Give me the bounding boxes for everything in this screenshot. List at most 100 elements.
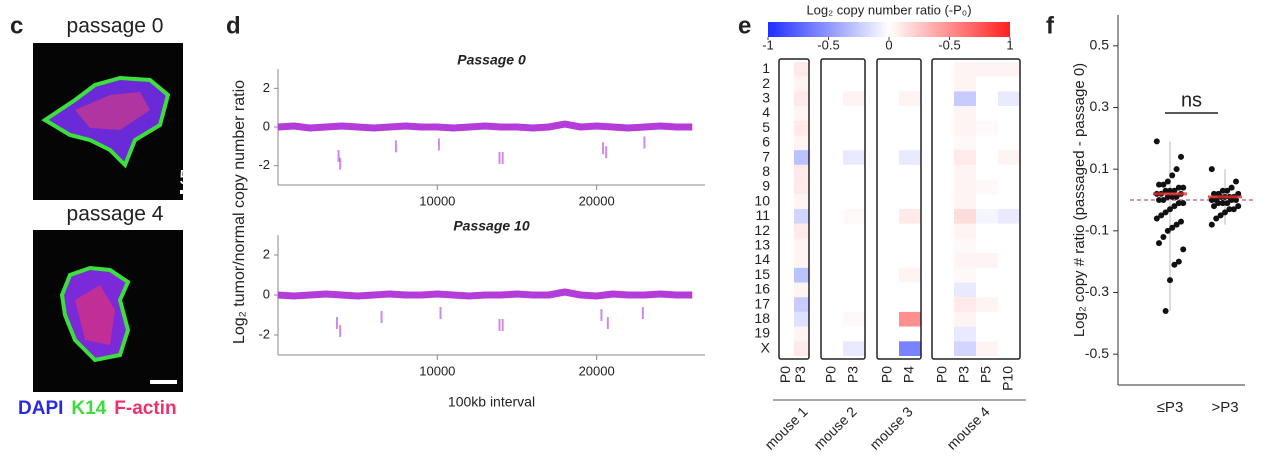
group-label: mouse 1: [761, 403, 810, 452]
group-label: mouse 4: [943, 403, 992, 452]
heatmap-cell: [843, 253, 865, 268]
heatmap-cell: [932, 341, 954, 356]
point: [1162, 308, 1169, 314]
heatmap-cell: [794, 282, 809, 298]
colorbar-tick-label: -0.5: [817, 37, 839, 52]
heatmap-cell: [954, 106, 976, 121]
point: [1230, 206, 1237, 213]
point: [1228, 184, 1235, 191]
row-label: 1: [762, 60, 770, 76]
heatmap-cell: [932, 106, 954, 121]
heatmap-cell: [954, 282, 976, 298]
outlier: [498, 319, 501, 331]
heatmap-cell: [954, 179, 976, 195]
heatmap-cell: [821, 311, 843, 327]
heatmap-cell: [998, 135, 1020, 151]
heatmap-cell: [899, 150, 921, 165]
heatmap-cell: [843, 311, 865, 327]
heatmap-cell: [976, 164, 998, 180]
row-label: 18: [754, 310, 770, 326]
heatmap-cell: [899, 297, 921, 312]
point: [1169, 224, 1176, 231]
heatmap-cell: [877, 209, 899, 224]
heatmap-cell: [976, 150, 998, 165]
heatmap-cell: [779, 76, 794, 92]
point: [1175, 200, 1182, 207]
heatmap-cell: [954, 150, 976, 165]
heatmap-cell: [843, 238, 865, 254]
heatmap-cell: [779, 120, 794, 136]
heatmap-cell: [794, 106, 809, 121]
heatmap-cell: [899, 311, 921, 327]
heatmap-cell: [779, 238, 794, 254]
heatmap-cell: [976, 135, 998, 151]
point: [1164, 227, 1171, 234]
outlier: [339, 325, 342, 337]
point: [1215, 200, 1222, 207]
heatmap-cell: [821, 150, 843, 165]
row-label: 4: [762, 104, 770, 120]
row-label: 17: [754, 295, 770, 311]
heatmap-cell: [794, 238, 809, 254]
heatmap-cell: [843, 297, 865, 312]
panel-label: f: [1046, 12, 1055, 39]
heatmap-cell: [976, 267, 998, 283]
heatmap-cell: [932, 311, 954, 327]
point: [1224, 187, 1231, 194]
y-tick-label: -0.5: [1085, 345, 1109, 361]
heatmap-cell: [932, 267, 954, 283]
heatmap-cell: [932, 120, 954, 136]
heatmap-cell: [779, 326, 794, 342]
heatmap-cell: [998, 62, 1020, 77]
heatmap-cell: [932, 326, 954, 342]
heatmap-cell: [877, 223, 899, 239]
heatmap-cell: [998, 91, 1020, 107]
heatmap-cell: [932, 62, 954, 77]
plot-title: Passage 0: [457, 52, 526, 68]
heatmap-cell: [954, 91, 976, 107]
point: [1213, 215, 1220, 222]
heatmap-cell: [932, 179, 954, 195]
x-tick-label: >P3: [1211, 399, 1238, 416]
point: [1169, 193, 1176, 200]
row-label: 5: [762, 119, 770, 135]
heatmap-cell: [954, 76, 976, 92]
row-label: 7: [762, 148, 770, 164]
point: [1167, 187, 1173, 194]
heatmap-cell: [976, 253, 998, 268]
point: [1180, 184, 1187, 191]
heatmap-cell: [843, 209, 865, 224]
row-label: 13: [754, 236, 770, 252]
heatmap-cell: [899, 120, 921, 136]
image-title: passage 0: [67, 15, 164, 38]
point: [1180, 246, 1187, 253]
heatmap-cell: [843, 341, 865, 356]
colorbar-tick-label: -0.5: [938, 37, 960, 52]
outlier: [600, 309, 603, 321]
colorbar-title: Log₂ copy number ratio (-P₀): [806, 2, 971, 17]
heatmap-cell: [843, 135, 865, 151]
heatmap-cell: [877, 341, 899, 356]
heatmap-cell: [998, 194, 1020, 209]
heatmap-cell: [843, 179, 865, 195]
point: [1211, 203, 1217, 210]
heatmap-cell: [954, 238, 976, 254]
heatmap-cell: [843, 326, 865, 342]
heatmap-cell: [932, 91, 954, 107]
column-label: P3: [792, 366, 808, 383]
heatmap-cell: [954, 62, 976, 77]
heatmap-cell: [794, 297, 809, 312]
column-label: P0: [777, 366, 793, 383]
heatmap-cell: [932, 194, 954, 209]
colorbar-tick-label: 1: [1006, 37, 1013, 52]
heatmap-cell: [899, 267, 921, 283]
heatmap-cell: [779, 164, 794, 180]
y-tick-label: -0.3: [1085, 283, 1109, 299]
point: [1226, 206, 1233, 213]
panel-label: d: [226, 12, 241, 39]
row-label: 15: [754, 266, 770, 282]
row-label: 6: [762, 134, 770, 150]
point: [1173, 193, 1180, 200]
heatmap-cell: [779, 297, 794, 312]
x-axis-label: 100kb interval: [448, 394, 535, 410]
